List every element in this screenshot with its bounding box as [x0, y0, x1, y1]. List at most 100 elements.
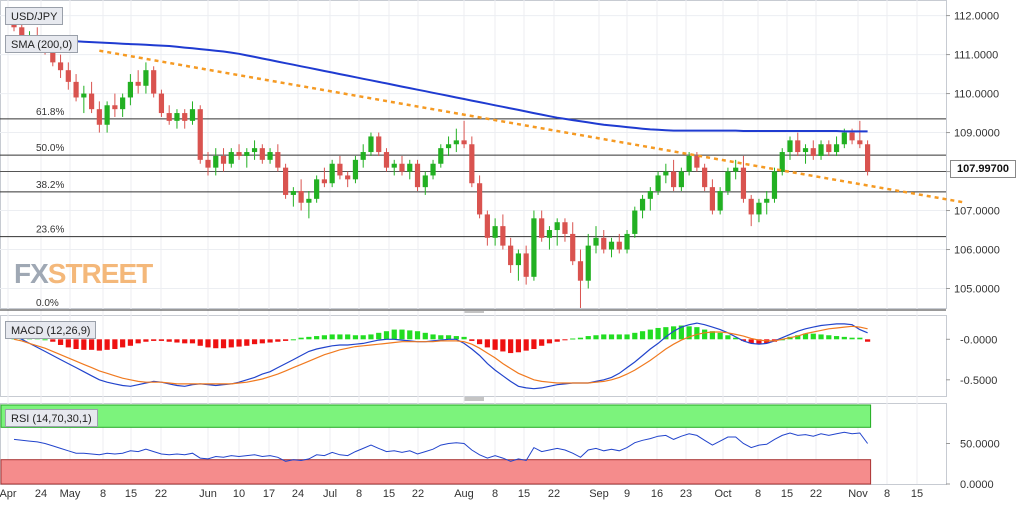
macd-histogram-bar — [422, 332, 428, 340]
macd-histogram-bar — [531, 339, 537, 350]
x-tick-label: 15 — [518, 488, 530, 500]
candle-body — [849, 132, 855, 141]
candle-body — [65, 70, 71, 82]
candle-body — [841, 132, 847, 145]
candle-body — [515, 253, 521, 266]
candle-body — [818, 144, 824, 156]
macd-histogram-bar — [135, 339, 141, 344]
candle-body — [725, 171, 731, 192]
macd-histogram-bar — [795, 335, 801, 340]
macd-panel-frame — [0, 315, 947, 397]
x-tick-label: 24 — [292, 488, 304, 500]
candle-body — [663, 171, 669, 176]
macd-histogram-bar — [593, 335, 599, 340]
x-tick-label: 15 — [125, 488, 137, 500]
macd-histogram-bar — [298, 337, 304, 340]
macd-histogram-bar — [50, 339, 56, 342]
macd-histogram-bar — [158, 339, 165, 341]
macd-line — [13, 322, 868, 390]
macd-histogram-bar — [259, 339, 265, 344]
candle-body — [89, 93, 95, 110]
candle-body — [632, 210, 638, 234]
candle-body — [508, 245, 514, 266]
candle-body — [73, 81, 79, 98]
macd-histogram-bar — [508, 339, 514, 354]
candle-body — [702, 167, 708, 188]
candle-body — [577, 261, 584, 281]
macd-histogram-bar — [818, 334, 824, 340]
candle-body — [275, 152, 281, 168]
macd-indicator-label[interactable]: MACD (12,26,9) — [5, 321, 97, 339]
rsi-indicator-label[interactable]: RSI (14,70,30,1) — [5, 409, 98, 427]
macd-histogram-bar — [306, 336, 312, 340]
candle-body — [546, 230, 553, 238]
macd-histogram-bar — [166, 339, 172, 342]
macd-histogram-bar — [546, 339, 553, 344]
macd-histogram-bar — [562, 339, 568, 341]
candle-body — [81, 93, 87, 98]
candle-body — [120, 97, 126, 110]
sma-indicator-label[interactable]: SMA (200,0) — [5, 35, 79, 53]
fib-level-label: 0.0% — [36, 298, 59, 309]
x-tick-label: 15 — [781, 488, 793, 500]
candle-body — [484, 214, 490, 238]
macd-histogram-bar — [601, 334, 607, 340]
candle-body — [771, 171, 778, 199]
price-tick-label: 109.0000 — [954, 128, 1000, 140]
candle-body — [477, 183, 483, 215]
macd-histogram-bar — [407, 330, 413, 340]
candle-body — [414, 163, 421, 188]
x-tick-label: 15 — [911, 488, 923, 500]
price-tick-label: 107.0000 — [954, 206, 1000, 218]
candle-body — [151, 70, 157, 94]
macd-histogram-bar — [585, 336, 591, 340]
rsi-overbought-zone — [0, 404, 872, 428]
candle-body — [112, 105, 118, 110]
candle-body — [523, 253, 529, 277]
macd-histogram-bar — [632, 332, 638, 340]
macd-histogram-bar — [717, 332, 723, 340]
x-tick-label: 8 — [884, 488, 890, 500]
symbol-label[interactable]: USD/JPY — [5, 7, 64, 25]
candle-body — [748, 198, 754, 215]
macd-histogram-bar — [539, 339, 545, 346]
macd-histogram-bar — [438, 335, 444, 340]
macd-histogram-bar — [841, 336, 847, 340]
candle-body — [445, 144, 452, 149]
candle-body — [531, 218, 537, 277]
macd-histogram-bar — [383, 331, 390, 340]
candle-body — [174, 113, 180, 121]
candle-body — [647, 191, 653, 199]
macd-histogram-bar — [469, 339, 475, 341]
candle-body — [283, 167, 289, 195]
candle-body — [492, 226, 498, 238]
candle-body — [290, 191, 296, 195]
candle-body — [570, 233, 576, 262]
candle-body — [694, 155, 700, 168]
candle-body — [399, 163, 405, 172]
candle-body — [19, 27, 25, 39]
candle-body — [166, 113, 172, 121]
candle-body — [189, 109, 196, 121]
macd-histogram-bar — [453, 336, 459, 340]
macd-histogram-bar — [694, 327, 700, 340]
macd-histogram-bar — [360, 335, 366, 340]
price-panel-frame — [0, 0, 947, 309]
candle-body — [352, 159, 359, 180]
macd-histogram-bar — [399, 329, 405, 340]
macd-histogram-bar — [283, 339, 289, 341]
x-tick-label: 22 — [412, 488, 424, 500]
candle-body — [314, 179, 320, 199]
macd-histogram-bar — [244, 339, 250, 346]
macd-histogram-bar — [189, 339, 196, 344]
candle-body — [624, 233, 630, 250]
macd-histogram-bar — [267, 339, 273, 343]
macd-histogram-bar — [523, 339, 529, 351]
macd-histogram-bar — [709, 331, 715, 340]
macd-histogram-bar — [42, 339, 48, 341]
candle-body — [337, 163, 343, 176]
macd-histogram-bar — [663, 327, 669, 340]
candle-body — [810, 148, 816, 156]
macd-histogram-bar — [143, 339, 149, 342]
macd-histogram-bar — [865, 339, 871, 342]
